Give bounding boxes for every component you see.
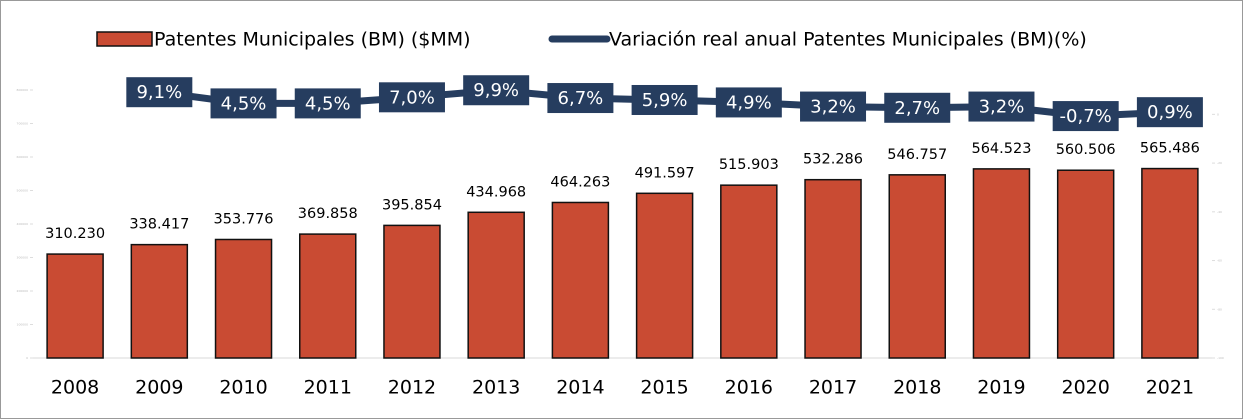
x-tick-label: 2008 xyxy=(51,377,99,399)
y2-tick-label: -80 xyxy=(1217,307,1222,311)
bar-value-label: 434.968 xyxy=(466,184,526,200)
bar xyxy=(720,184,778,359)
y-tick-label: 600000 xyxy=(17,155,29,159)
x-tick-label: 2014 xyxy=(556,377,604,399)
x-tick-label: 2010 xyxy=(219,377,267,399)
line-label-box xyxy=(210,88,277,119)
x-tick-label: 2016 xyxy=(725,377,773,399)
line-value-label: 6,7% xyxy=(558,88,604,109)
x-tick-label: 2009 xyxy=(135,377,183,399)
bar xyxy=(130,243,189,359)
line-label-box xyxy=(126,77,193,108)
bar-value-label: 491.597 xyxy=(635,165,695,181)
line-value-label: 3,2% xyxy=(979,97,1025,118)
x-tick-label: 2015 xyxy=(640,377,688,399)
bar-value-label: 464.263 xyxy=(550,174,610,190)
line-label-box xyxy=(631,84,698,115)
x-tick-label: 2012 xyxy=(388,377,436,399)
line-value-label: 9,1% xyxy=(136,82,182,103)
y-tick-label: 500000 xyxy=(17,189,29,193)
bar xyxy=(551,201,610,359)
line-label-box xyxy=(294,88,361,119)
line-value-label: 5,9% xyxy=(642,90,688,111)
bar-value-label: 310.230 xyxy=(45,226,105,242)
line-value-label: 2,7% xyxy=(894,98,940,119)
bar xyxy=(299,233,357,359)
x-tick-label: 2017 xyxy=(809,377,857,399)
line-value-label: 3,2% xyxy=(810,97,856,118)
line-value-label: 7,0% xyxy=(389,87,435,108)
bar xyxy=(888,174,946,359)
line-label-box xyxy=(715,87,782,118)
line-label-box xyxy=(968,91,1035,122)
line-value-label: 0,9% xyxy=(1147,102,1193,123)
line-value-label: -0,7% xyxy=(1060,106,1112,127)
bar xyxy=(1056,169,1115,359)
bar-value-label: 532.286 xyxy=(803,152,863,168)
line-value-label: 9,9% xyxy=(473,80,519,101)
legend-label: Patentes Municipales (BM) ($MM) xyxy=(154,29,471,51)
bar-value-label: 395.854 xyxy=(382,197,442,213)
line-label-box xyxy=(1136,97,1203,128)
x-tick-label: 2021 xyxy=(1146,377,1194,399)
y2-tick-label: -60 xyxy=(1217,259,1222,263)
line-value-label: 4,5% xyxy=(305,93,351,114)
legend-label: Variación real anual Patentes Municipale… xyxy=(609,29,1087,51)
bar-value-label: 369.858 xyxy=(298,206,358,222)
x-tick-label: 2018 xyxy=(893,377,941,399)
y2-tick-label: -20 xyxy=(1217,161,1222,165)
bar xyxy=(1141,167,1199,359)
bar-value-label: 338.417 xyxy=(129,217,189,233)
bar-value-label: 515.903 xyxy=(719,157,779,173)
y-tick-label: 0 xyxy=(26,356,28,360)
x-tick-label: 2011 xyxy=(304,377,352,399)
line-value-label: 4,9% xyxy=(726,92,772,113)
bar xyxy=(46,253,104,359)
bar xyxy=(972,168,1031,359)
line-label-box xyxy=(800,91,867,122)
x-tick-label: 2019 xyxy=(977,377,1025,399)
bar-value-label: 560.506 xyxy=(1056,142,1116,158)
line-label-box xyxy=(463,75,530,106)
legend-swatch xyxy=(96,31,153,47)
y2-tick-label: -40 xyxy=(1217,210,1222,214)
x-tick-label: 2020 xyxy=(1061,377,1109,399)
bar-value-label: 564.523 xyxy=(971,141,1031,157)
y2-tick-label: 0 xyxy=(1217,112,1219,116)
bar xyxy=(214,238,273,359)
bar xyxy=(804,178,862,359)
bar xyxy=(383,224,441,359)
y2-tick-label: -100 xyxy=(1217,356,1224,360)
line-label-box xyxy=(378,82,445,113)
line-value-label: 4,5% xyxy=(221,93,267,114)
bar-value-label: 565.486 xyxy=(1140,141,1200,157)
line-label-box xyxy=(547,83,614,114)
bar-value-label: 546.757 xyxy=(887,147,947,163)
y-tick-label: 100000 xyxy=(17,323,29,327)
y-tick-label: 700000 xyxy=(17,122,29,126)
line-label-box xyxy=(884,92,951,123)
x-tick-label: 2013 xyxy=(472,377,520,399)
bar xyxy=(635,192,694,359)
bar-value-label: 353.776 xyxy=(214,211,274,227)
y-tick-label: 300000 xyxy=(17,256,29,260)
y-tick-label: 400000 xyxy=(17,222,29,226)
bar xyxy=(467,211,525,359)
line-label-box xyxy=(1052,101,1119,132)
y-tick-label: 200000 xyxy=(17,289,29,293)
y-tick-label: 800000 xyxy=(17,88,29,92)
